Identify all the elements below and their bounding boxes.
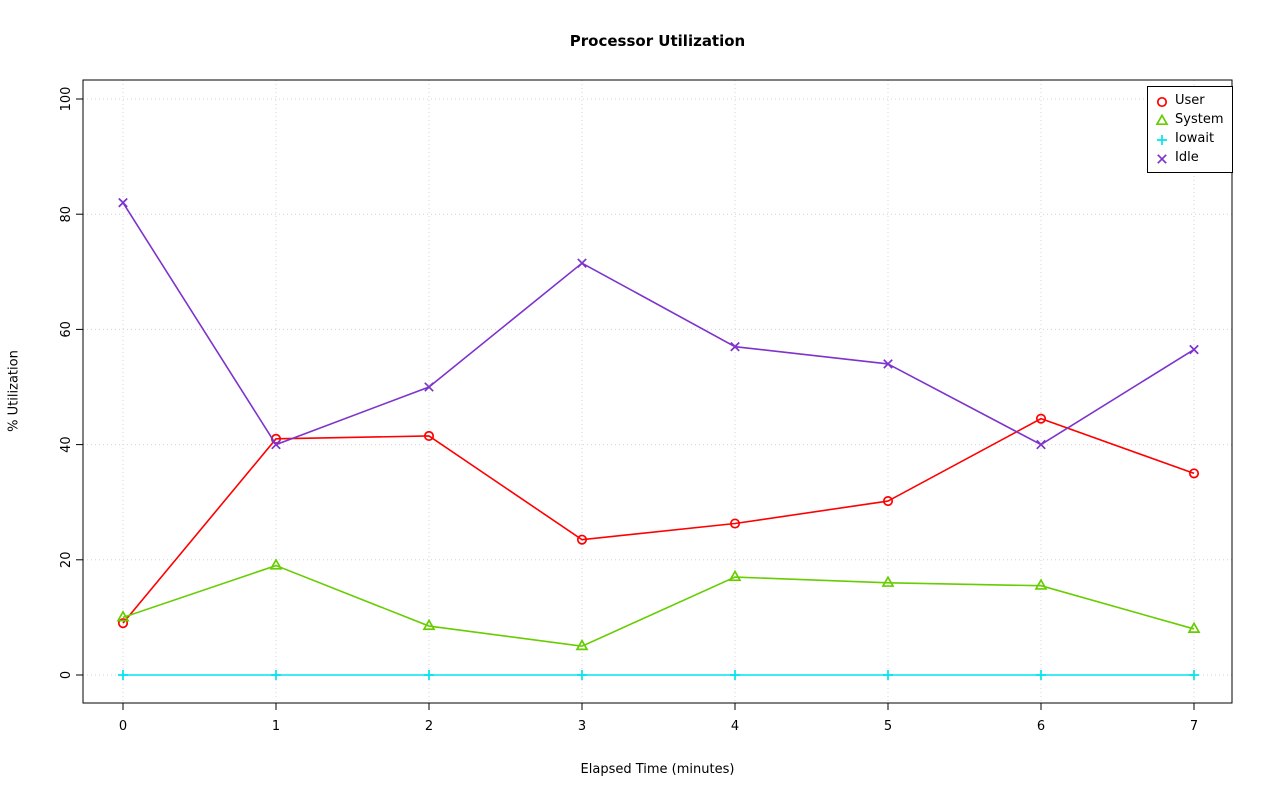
plot-border [82, 79, 1233, 704]
marker-iowait [118, 670, 128, 680]
legend-entry-user: User [1153, 91, 1227, 110]
marker-user [423, 430, 435, 442]
marker-system [1187, 621, 1201, 633]
marker-system [269, 558, 283, 570]
marker-idle [577, 258, 587, 268]
marker-system [116, 610, 130, 622]
x-tick-label: 6 [1037, 719, 1045, 734]
system-marker-icon [1155, 113, 1169, 125]
x-tick-label: 1 [272, 719, 280, 734]
chart-title: Processor Utilization [569, 32, 746, 50]
series-line-system [122, 564, 1195, 648]
y-tick-label: 100 [59, 87, 74, 112]
user-marker-icon [1156, 96, 1168, 107]
marker-system [728, 569, 742, 582]
marker-user [1035, 413, 1047, 424]
legend-label-system: System [1175, 112, 1224, 127]
x-tick-label: 5 [884, 719, 892, 734]
marker-user [1188, 468, 1200, 479]
legend: User System Iowait Idle [1147, 86, 1233, 173]
series-line-user [122, 417, 1195, 624]
x-tick-label: 4 [731, 719, 739, 734]
series-line-idle [122, 202, 1195, 446]
y-tick-label: 60 [59, 321, 74, 338]
marker-iowait [1036, 670, 1046, 680]
marker-idle [883, 359, 893, 369]
y-tick-label: 20 [59, 552, 74, 569]
y-tick-label: 80 [59, 206, 74, 223]
legend-label-idle: Idle [1175, 150, 1199, 165]
x-tick-label: 7 [1190, 719, 1198, 734]
marker-idle [424, 382, 434, 392]
legend-label-iowait: Iowait [1175, 131, 1215, 146]
marker-idle [1036, 439, 1046, 450]
x-tick-label: 2 [425, 719, 433, 734]
legend-entry-idle: Idle [1153, 148, 1227, 167]
marker-system [575, 638, 589, 651]
marker-user [882, 495, 894, 507]
x-tick-label: 3 [578, 719, 586, 734]
y-tick-label: 40 [59, 436, 74, 453]
y-tick-label: 0 [59, 671, 74, 679]
marker-system [881, 575, 895, 587]
marker-idle [118, 197, 128, 208]
x-tick-label: 0 [119, 719, 127, 734]
marker-system [422, 618, 436, 631]
marker-idle [1189, 344, 1199, 355]
y-axis-label: % Utilization [6, 350, 22, 432]
marker-system [1034, 578, 1048, 590]
legend-entry-iowait: Iowait [1153, 129, 1227, 148]
marker-iowait [271, 670, 281, 680]
marker-user [729, 518, 741, 529]
marker-iowait [424, 670, 434, 680]
marker-iowait [577, 670, 587, 680]
marker-user [576, 534, 588, 545]
idle-marker-icon [1157, 153, 1167, 164]
marker-user [117, 618, 129, 629]
marker-idle [271, 439, 281, 450]
marker-idle [730, 341, 740, 352]
legend-entry-system: System [1153, 110, 1227, 129]
marker-iowait [1189, 670, 1199, 680]
marker-iowait [883, 670, 893, 680]
iowait-marker-icon [1157, 134, 1167, 145]
x-axis-label: Elapsed Time (minutes) [580, 762, 735, 777]
marker-iowait [730, 670, 740, 680]
legend-label-user: User [1175, 93, 1205, 108]
